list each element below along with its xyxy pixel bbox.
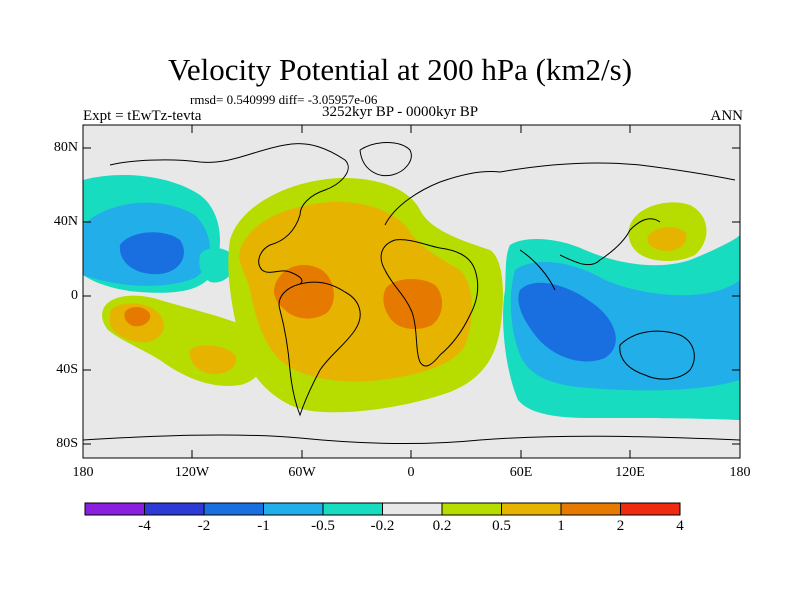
lat-label-80n: 80N xyxy=(53,140,78,155)
europe-africa-coast xyxy=(380,171,501,367)
colorbar-swatch xyxy=(501,502,562,516)
south-america-coast xyxy=(278,281,361,417)
colorbar-swatch xyxy=(203,502,264,516)
colorbar-label: -1 xyxy=(257,518,270,534)
south-pacific-mid-positive-east xyxy=(189,345,237,375)
lon-label-120w: 120W xyxy=(174,465,210,480)
colorbar-label: 0.2 xyxy=(432,518,452,534)
colorbar-swatch xyxy=(144,502,205,516)
lon-label-60w: 60W xyxy=(288,465,316,480)
colorbar-label: -2 xyxy=(197,518,211,534)
colorbar-label: -0.5 xyxy=(311,518,335,534)
colorbar-swatch xyxy=(620,502,681,516)
antarctica-coast xyxy=(83,434,740,445)
stats-text: rmsd= 0.540999 diff= -3.05957e-06 xyxy=(190,92,378,107)
lat-label-40n: 40N xyxy=(53,214,78,229)
coastlines xyxy=(83,142,740,445)
south-america-strong-positive xyxy=(274,265,334,319)
asia-coast xyxy=(499,162,736,291)
colorbar-label: 4 xyxy=(676,518,684,534)
colorbar-label: 2 xyxy=(616,518,625,534)
experiment-label: Expt = tEwTz-tevta xyxy=(83,108,202,124)
atlantic-mid-positive xyxy=(239,201,472,382)
lon-label-0: 0 xyxy=(407,465,415,480)
indo-pacific-strong-negative xyxy=(518,282,616,362)
greenland-coast xyxy=(359,142,412,177)
contour-fill-layer xyxy=(83,142,740,445)
australia-coast xyxy=(619,330,695,380)
south-pacific-strong-positive xyxy=(124,306,151,327)
lat-label-0: 0 xyxy=(71,288,78,303)
north-america-coast xyxy=(109,143,349,285)
lon-label-120e: 120E xyxy=(615,465,645,480)
colorbar-swatch xyxy=(263,502,324,516)
colorbar-swatch xyxy=(84,502,145,516)
colorbar-swatch xyxy=(382,502,443,516)
colorbar-label: -4 xyxy=(138,518,151,534)
colorbar-swatch xyxy=(441,502,502,516)
colorbar-swatch xyxy=(560,502,621,516)
japan-mid-positive xyxy=(647,227,687,251)
lon-label-180e: 180 xyxy=(729,465,751,480)
lat-label-40s: 40S xyxy=(56,362,78,377)
colorbar xyxy=(84,502,681,516)
lon-label-60e: 60E xyxy=(509,465,533,480)
lon-ticks xyxy=(82,125,741,458)
colorbar-label: 0.5 xyxy=(492,518,511,534)
season-label: ANN xyxy=(710,108,744,124)
north-pacific-strong-negative xyxy=(119,232,184,275)
colorbar-swatch xyxy=(322,502,383,516)
lat-ticks xyxy=(83,147,740,445)
africa-strong-positive xyxy=(383,278,443,330)
period-label: 3252kyr BP - 0000kyr BP xyxy=(322,104,479,120)
colorbar-label: -0.2 xyxy=(370,518,395,534)
colorbar-label: 1 xyxy=(557,518,565,534)
east-africa-weak-positive xyxy=(476,295,500,317)
southern-ocean-weak-negative xyxy=(560,405,740,420)
lat-label-80s: 80S xyxy=(56,436,78,451)
ne-pacific-weak-negative xyxy=(199,248,236,283)
plot-title: Velocity Potential at 200 hPa (km2/s) xyxy=(167,52,633,87)
lon-label-180w: 180 xyxy=(72,465,94,480)
